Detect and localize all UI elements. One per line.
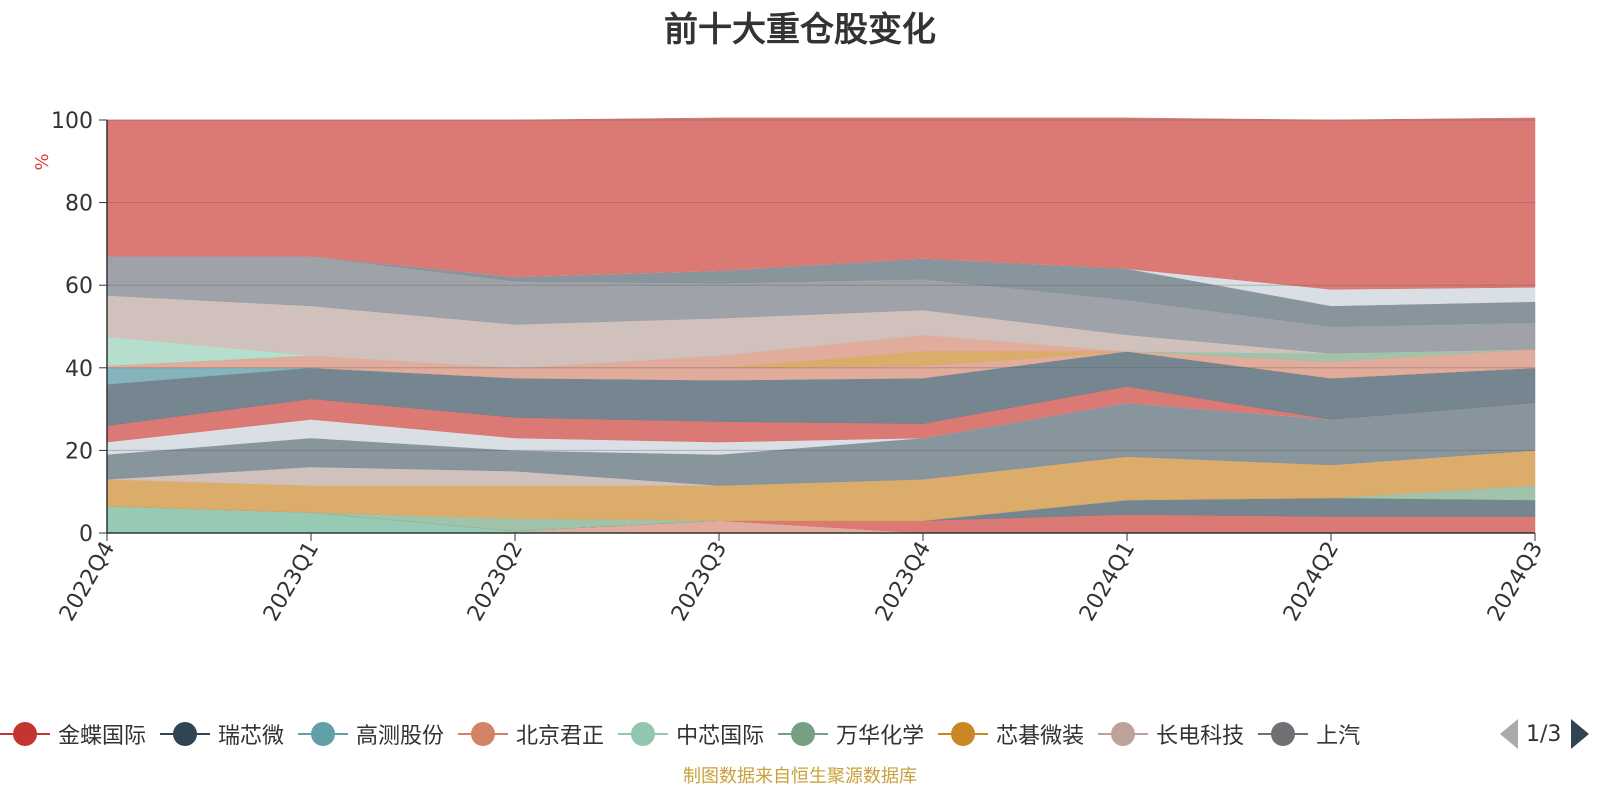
legend-item[interactable]: 瑞芯微 — [160, 712, 284, 756]
legend-marker-icon — [0, 722, 50, 746]
x-tick-label: 2023Q4 — [871, 538, 936, 626]
y-tick-label: 40 — [65, 357, 93, 382]
legend-item[interactable]: 上汽 — [1258, 712, 1360, 756]
legend-label: 万华化学 — [836, 724, 925, 749]
x-tick-label: 2024Q1 — [1075, 538, 1140, 626]
legend-label: 金蝶国际 — [58, 724, 147, 749]
legend-item[interactable]: 万华化学 — [778, 712, 924, 756]
legend-page-indicator: 1/3 — [1526, 721, 1562, 747]
legend-next-arrow-icon[interactable] — [1571, 719, 1590, 749]
legend-item[interactable]: 中芯国际 — [618, 712, 764, 756]
legend-label: 长电科技 — [1156, 724, 1245, 749]
legend-label: 高测股份 — [356, 724, 445, 749]
y-tick-label: 0 — [79, 522, 93, 547]
legend-label: 上汽 — [1316, 724, 1361, 749]
y-tick-label: 100 — [51, 109, 93, 134]
y-tick-label: 80 — [65, 192, 93, 217]
legend-marker-icon — [618, 722, 669, 746]
data-source-note: 制图数据来自恒生聚源数据库 — [683, 766, 917, 787]
legend-label: 中芯国际 — [676, 724, 765, 749]
x-tick-label: 2022Q4 — [55, 538, 120, 626]
legend-label: 北京君正 — [516, 724, 605, 749]
area-layer-22 — [106, 117, 1536, 290]
x-tick-label: 2024Q3 — [1483, 538, 1548, 626]
x-tick-label: 2023Q3 — [667, 538, 732, 626]
legend-marker-icon — [1258, 722, 1309, 746]
x-tick-label: 2023Q1 — [259, 538, 324, 626]
legend-marker-icon — [778, 722, 829, 746]
area-chart: 0 20 40 60 80 100 2022Q4 2023Q1 2023Q2 2023Q3 2023… — [32, 109, 1548, 626]
legend-item[interactable]: 高测股份 — [298, 712, 444, 756]
y-tick-label: 20 — [65, 439, 93, 464]
legend-marker-icon — [458, 722, 509, 746]
legend-marker-icon — [1098, 722, 1149, 746]
legend-item[interactable]: 北京君正 — [458, 712, 604, 756]
x-tick-label: 2023Q2 — [463, 538, 528, 626]
legend-item[interactable]: 芯碁微装 — [938, 712, 1084, 756]
legend-prev-arrow-icon[interactable] — [1500, 719, 1518, 749]
gridlines — [107, 119, 1535, 451]
legend-marker-icon — [298, 722, 349, 746]
legend-label: 芯碁微装 — [996, 724, 1085, 749]
legend-marker-icon — [160, 722, 211, 746]
legend: 金蝶国际 瑞芯微 高测股份 北京君正 中芯国际 万华化学 芯碁微装 长电科技 上汽 — [0, 712, 1480, 756]
chart-title: 前十大重仓股变化 — [664, 10, 936, 50]
legend-item[interactable]: 长电科技 — [1098, 712, 1244, 756]
y-axis-label: % — [32, 153, 53, 170]
legend-marker-icon — [938, 722, 989, 746]
y-tick-label: 60 — [65, 274, 93, 299]
legend-label: 瑞芯微 — [218, 724, 285, 749]
area-layers — [106, 117, 1536, 534]
legend-item[interactable]: 金蝶国际 — [0, 712, 146, 756]
legend-pager: 1/3 — [1500, 716, 1590, 752]
x-tick-label: 2024Q2 — [1279, 538, 1344, 626]
